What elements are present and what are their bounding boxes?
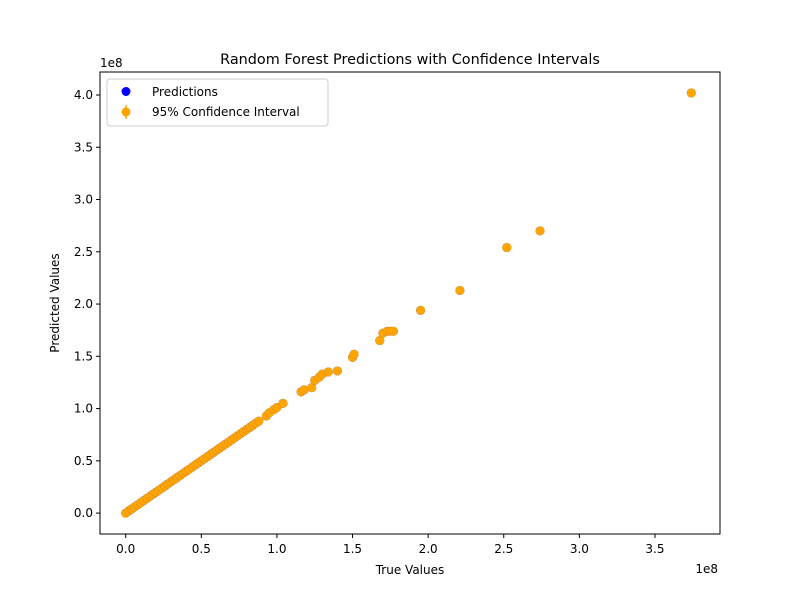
y-axis: 0.0 0.5 1.0 1.5 2.0 2.5 3.0 3.5 4.0: [74, 88, 100, 520]
confidence-point: [535, 226, 545, 236]
y-axis-label: Predicted Values: [48, 253, 62, 352]
x-axis-offset-label: 1e8: [695, 562, 718, 576]
y-tick-label: 0.5: [74, 454, 93, 468]
legend-box: [106, 78, 329, 127]
legend-predictions-label: Predictions: [152, 85, 218, 99]
confidence-point: [307, 383, 317, 393]
legend-interval-marker: [121, 107, 131, 117]
confidence-point: [375, 336, 385, 346]
y-tick-label: 3.0: [74, 193, 93, 207]
x-tick-label: 1.0: [267, 542, 286, 556]
confidence-point: [323, 367, 333, 377]
chart-title: Random Forest Predictions with Confidenc…: [220, 52, 600, 68]
x-tick-label: 0.0: [116, 542, 135, 556]
legend-interval-label: 95% Confidence Interval: [152, 105, 300, 119]
y-tick-label: 0.0: [74, 506, 93, 520]
legend: Predictions 95% Confidence Interval: [106, 78, 329, 127]
confidence-point: [254, 416, 264, 426]
confidence-point: [686, 88, 696, 98]
plot-frame: [99, 71, 721, 535]
x-tick-label: 0.5: [192, 542, 211, 556]
y-tick-label: 2.5: [74, 245, 93, 259]
legend-predictions-marker: [121, 87, 131, 96]
confidence-point: [416, 305, 426, 315]
x-tick-label: 3.0: [570, 542, 589, 556]
y-tick-label: 2.0: [74, 297, 93, 311]
confidence-point: [278, 398, 288, 408]
y-axis-offset-label: 1e8: [100, 56, 123, 70]
confidence-point: [502, 243, 512, 253]
confidence-point: [388, 326, 398, 336]
points-layer: [121, 88, 696, 518]
x-tick-label: 3.5: [645, 542, 664, 556]
y-tick-label: 1.0: [74, 402, 93, 416]
x-tick-label: 2.0: [419, 542, 438, 556]
confidence-point: [299, 385, 309, 395]
confidence-point: [455, 285, 465, 295]
y-tick-label: 3.5: [74, 140, 93, 154]
y-tick-label: 1.5: [74, 349, 93, 363]
x-tick-label: 2.5: [494, 542, 513, 556]
y-tick-label: 4.0: [74, 88, 93, 102]
x-axis-label: True Values: [375, 563, 445, 577]
confidence-point: [332, 366, 342, 376]
x-axis: 0.0 0.5 1.0 1.5 2.0 2.5 3.0 3.5: [116, 534, 665, 556]
confidence-point: [349, 349, 359, 359]
x-tick-label: 1.5: [343, 542, 362, 556]
